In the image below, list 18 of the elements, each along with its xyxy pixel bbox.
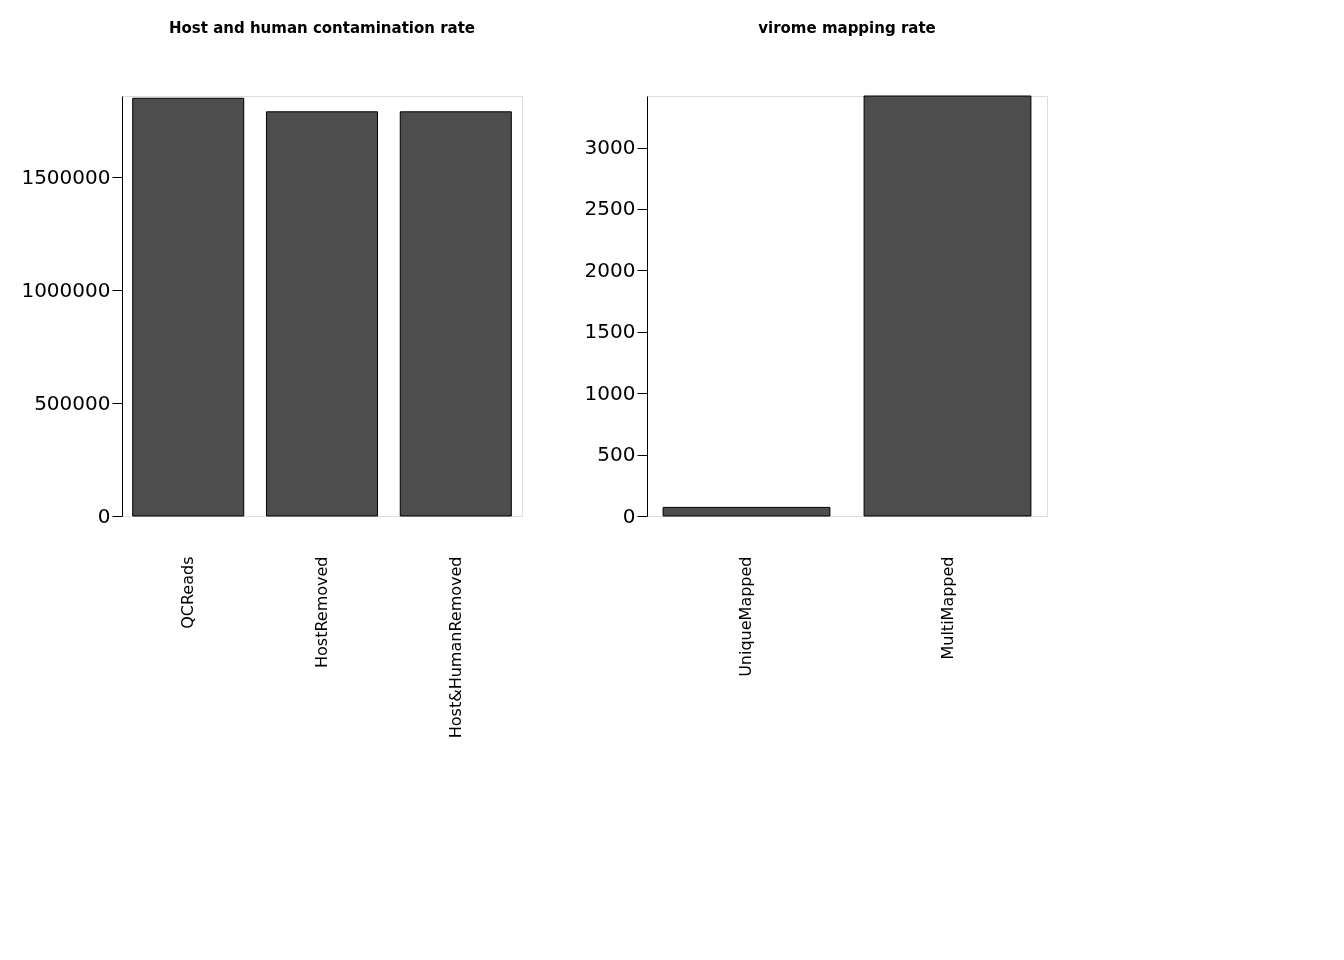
x-tick-label: QCReads (178, 556, 198, 629)
chart-title: Host and human contamination rate (168, 19, 476, 37)
x-tick-label: Host&HumanRemoved (445, 556, 465, 739)
y-tick-label: 500000 (34, 390, 111, 415)
y-tick-label: 1000000 (21, 277, 111, 302)
y-tick-label: 0 (97, 503, 111, 528)
y-tick-label: 1000 (584, 380, 636, 405)
x-tick-label: UniqueMapped (736, 556, 756, 677)
y-tick-label: 3000 (584, 135, 636, 160)
x-tick-label: MultiMapped (937, 556, 957, 660)
y-tick-label: 1500 (584, 319, 636, 344)
y-tick-label: 500 (597, 442, 636, 467)
y-tick-label: 2000 (584, 257, 636, 282)
x-tick-label: HostRemoved (312, 556, 331, 669)
y-tick-label: 0 (622, 503, 636, 528)
chart-title: virome mapping rate (758, 18, 936, 37)
y-tick-label: 2500 (584, 196, 636, 221)
y-tick-label: 1500000 (21, 164, 111, 189)
